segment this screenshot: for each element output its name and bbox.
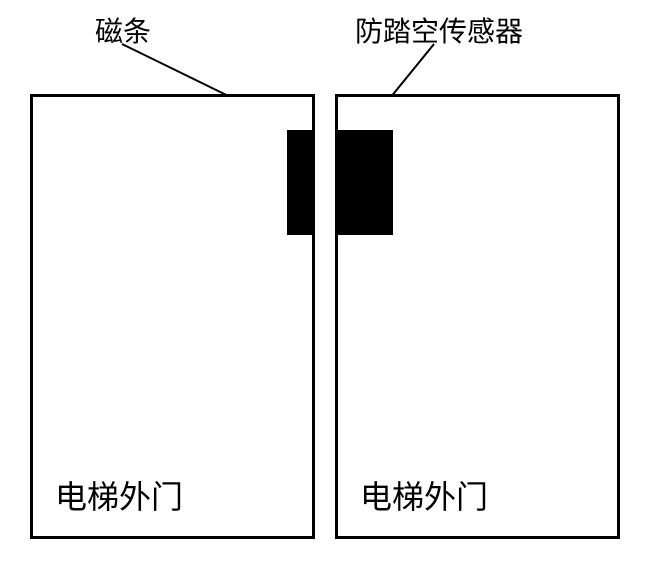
elevator-door-left: 电梯外门 xyxy=(30,94,315,539)
door-left-label: 电梯外门 xyxy=(55,472,183,518)
anti-step-sensor xyxy=(338,130,393,235)
label-mag-strip: 磁条 xyxy=(95,10,151,50)
label-sensor: 防踏空传感器 xyxy=(355,10,523,50)
door-right-label: 电梯外门 xyxy=(360,472,488,518)
magnetic-strip xyxy=(287,130,313,235)
